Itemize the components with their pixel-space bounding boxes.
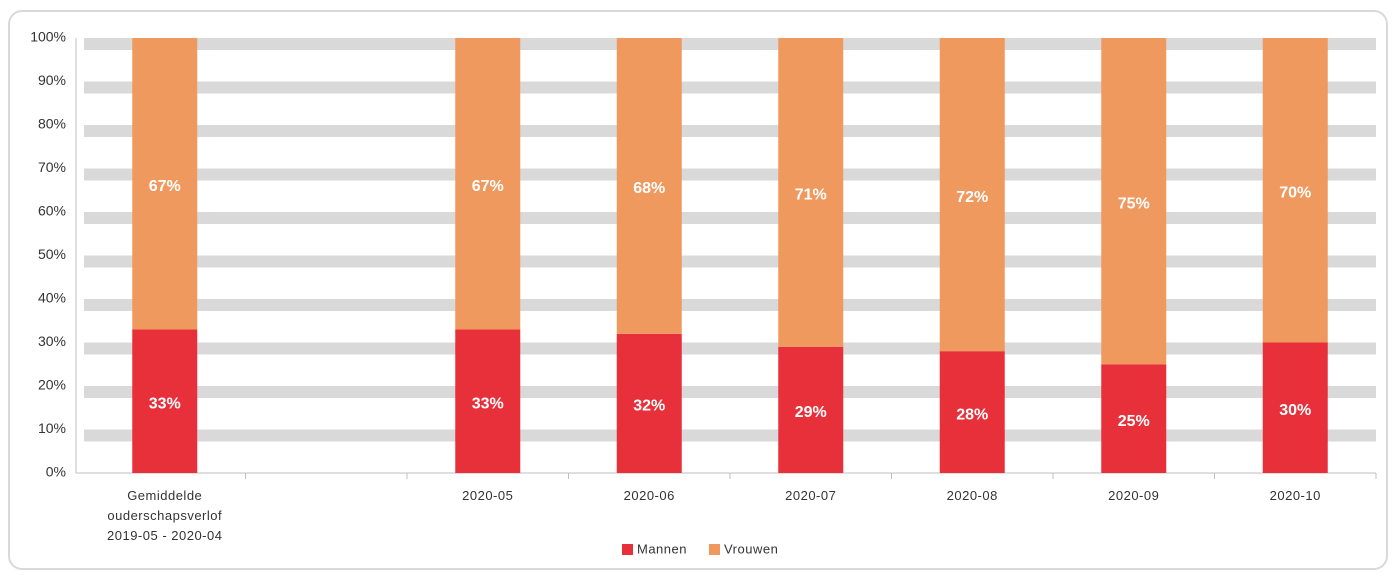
legend-swatch — [708, 544, 720, 555]
data-label: 70% — [1279, 184, 1311, 201]
data-label: 67% — [472, 178, 504, 195]
bar-segment — [132, 38, 198, 330]
data-label: 29% — [795, 404, 827, 421]
bar-segment — [1262, 38, 1328, 343]
bar-segment — [1101, 364, 1167, 473]
bar-segment — [132, 329, 198, 473]
y-tick-label: 60% — [38, 203, 66, 219]
bar-segment — [939, 351, 1005, 473]
bar-segment — [616, 38, 682, 334]
x-tick-label: 2020-10 — [1269, 488, 1321, 503]
y-tick-label: 70% — [38, 159, 66, 175]
chart-frame — [8, 10, 1388, 570]
x-tick-label: 2020-09 — [1108, 488, 1160, 503]
bar-segment — [1262, 342, 1328, 473]
bar-segment — [455, 329, 521, 473]
grid-line — [84, 342, 1376, 355]
bar-segment — [778, 346, 844, 473]
bar-segment — [778, 38, 844, 347]
data-label: 72% — [956, 189, 988, 206]
y-tick-label: 80% — [38, 116, 66, 132]
grid-line — [84, 125, 1376, 137]
bar-segment — [1101, 38, 1167, 365]
x-tick-label: 2020-08 — [946, 488, 998, 503]
data-label: 32% — [633, 398, 665, 415]
y-tick-label: 20% — [38, 377, 66, 393]
data-label: 67% — [149, 178, 181, 195]
data-label: 25% — [1118, 413, 1150, 430]
bar-segment — [939, 38, 1005, 352]
legend-swatch — [622, 544, 633, 555]
data-label: 30% — [1279, 402, 1311, 419]
legend-label: Vrouwen — [724, 541, 778, 556]
grid-line — [84, 255, 1376, 268]
y-tick-label: 40% — [38, 290, 66, 306]
data-label: 28% — [956, 406, 988, 423]
x-tick-label: 2020-05 — [462, 488, 514, 503]
y-tick-label: 0% — [46, 464, 66, 480]
y-tick-label: 100% — [30, 29, 66, 45]
y-tick-label: 30% — [38, 333, 66, 349]
legend-label: Mannen — [637, 541, 687, 556]
grid-line — [84, 429, 1376, 442]
grid-line — [84, 81, 1376, 94]
bar-segment — [616, 333, 682, 473]
x-tick-label: 2020-07 — [785, 488, 837, 503]
data-label: 68% — [633, 180, 665, 197]
y-tick-label: 10% — [38, 420, 66, 436]
grid-line — [84, 168, 1376, 181]
grid-line — [84, 299, 1376, 311]
data-label: 33% — [472, 395, 504, 412]
grid-line — [84, 212, 1376, 224]
x-tick-label: Gemiddelde ouderschapsverlof 2019-05 - 2… — [107, 488, 223, 543]
grid-line — [84, 386, 1376, 398]
grid-line — [84, 38, 1376, 50]
y-tick-label: 90% — [38, 72, 66, 88]
data-label: 71% — [795, 187, 827, 204]
y-tick-label: 50% — [38, 246, 66, 262]
data-label: 75% — [1118, 195, 1150, 212]
x-tick-label: 2020-06 — [623, 488, 675, 503]
bar-segment — [455, 38, 521, 330]
data-label: 33% — [149, 395, 181, 412]
